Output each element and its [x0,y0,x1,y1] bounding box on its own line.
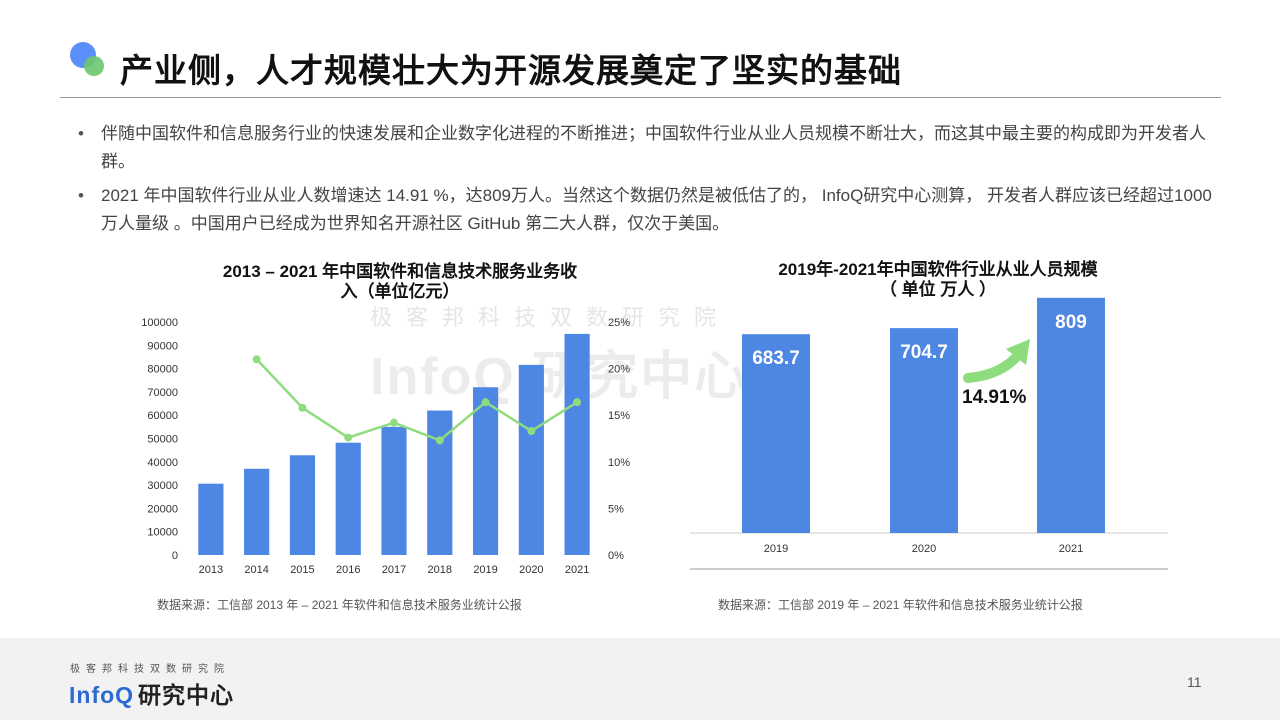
employee-bar [742,334,810,533]
growth-point [298,403,307,412]
x-tick-label: 2018 [428,564,452,576]
y-right-tick-label: 0% [608,550,624,562]
revenue-bar [381,426,407,555]
growth-point [344,433,353,442]
title-divider [60,97,1221,98]
title-dots-icon [70,42,110,82]
growth-arrow-shaft [963,348,1025,383]
growth-arrow-icon [963,339,1030,383]
bullet-item: 伴随中国软件和信息服务行业的快速发展和企业数字化进程的不断推进；中国软件行业从业… [78,120,1218,176]
y-right-tick-label: 15% [608,410,630,422]
employee-bar [890,328,958,533]
growth-point [252,355,261,364]
y-left-tick-label: 20000 [147,503,178,515]
growth-point [527,427,536,436]
growth-point [573,398,582,407]
x-tick-label: 2021 [1059,543,1083,555]
y-left-tick-label: 90000 [147,340,178,352]
x-tick-label: 2015 [290,564,314,576]
y-left-tick-label: 10000 [147,527,178,539]
y-right-tick-label: 10% [608,457,630,469]
revenue-bar [518,364,544,555]
revenue-bar [564,333,590,555]
chart2-title: 2019年-2021年中国软件行业从业人员规模 （ 单位 万人 ） [700,260,1176,300]
x-tick-label: 2020 [519,564,543,576]
chart1-title: 2013 – 2021 年中国软件和信息技术服务业务收 入（单位亿元） [150,262,650,302]
x-tick-label: 2019 [764,543,788,555]
growth-point [481,398,490,407]
revenue-bar [472,387,499,555]
footer-org-text: 极客邦科技双数研究院 [70,664,230,675]
y-left-tick-label: 0 [172,550,178,562]
revenue-bar [198,483,224,555]
x-tick-label: 2013 [199,564,223,576]
growth-point [435,436,444,445]
y-left-tick-label: 80000 [147,364,178,376]
chart1-title-line2: 入（单位亿元） [340,282,460,301]
y-right-tick-label: 20% [608,364,630,376]
growth-line [255,358,578,442]
y-left-tick-label: 60000 [147,410,178,422]
y-left-tick-label: 100000 [141,317,178,329]
chart2-source: 数据来源：工信部 2019 年 – 2021 年软件和信息技术服务业统计公报 [718,598,1083,612]
y-left-tick-label: 70000 [147,387,178,399]
green-dot-icon [84,56,104,76]
bar-value-label: 704.7 [900,342,948,363]
x-tick-label: 2014 [244,564,268,576]
x-tick-label: 2016 [336,564,360,576]
y-left-tick-label: 50000 [147,434,178,446]
chart1-title-line1: 2013 – 2021 年中国软件和信息技术服务业务收 [222,262,578,281]
chart1-source: 数据来源：工信部 2013 年 – 2021 年软件和信息技术服务业统计公报 [157,598,522,612]
y-left-tick-label: 30000 [147,480,178,492]
footer-logo: InfoQ 研究中心 [69,676,234,710]
y-left-tick-label: 40000 [147,457,178,469]
revenue-bar [244,468,270,555]
y-right-tick-label: 5% [608,503,624,515]
footer: 极客邦科技双数研究院 InfoQ 研究中心 11 [0,638,1280,720]
x-tick-label: 2021 [565,564,589,576]
bar-value-label: 809 [1055,312,1087,333]
chart2-title-line1: 2019年-2021年中国软件行业从业人员规模 [778,260,1098,279]
chart2-title-line2: （ 单位 万人 ） [879,280,997,299]
growth-annotation: 14.91% [962,387,1027,408]
x-tick-label: 2020 [912,543,936,555]
bar-value-label: 683.7 [752,348,800,369]
x-tick-label: 2017 [382,564,406,576]
growth-arrow-head [1006,339,1030,365]
employee-chart: 683.7 2019 704.7 2020 809 2021 14.91% [690,297,1168,570]
bullet-item: 2021 年中国软件行业从业人数增速达 14.91 %，达809万人。当然这个数… [78,182,1218,238]
revenue-chart: 0 10000 20000 30000 40000 50000 60000 70000 8000… [141,317,630,576]
growth-point [390,418,398,427]
bullet-list: 伴随中国软件和信息服务行业的快速发展和企业数字化进程的不断推进；中国软件行业从业… [78,120,1218,244]
x-tick-label: 2019 [473,564,497,576]
employee-bar [1037,297,1105,533]
revenue-bar [289,455,316,555]
revenue-bar [335,442,361,555]
page-number: 11 [1187,674,1202,690]
y-right-tick-label: 25% [608,317,630,329]
footer-brand-cn: 研究中心 [138,682,235,708]
footer-brand-en: InfoQ [69,682,135,708]
page-title: 产业侧，人才规模壮大为开源发展奠定了坚实的基础 [120,52,902,89]
